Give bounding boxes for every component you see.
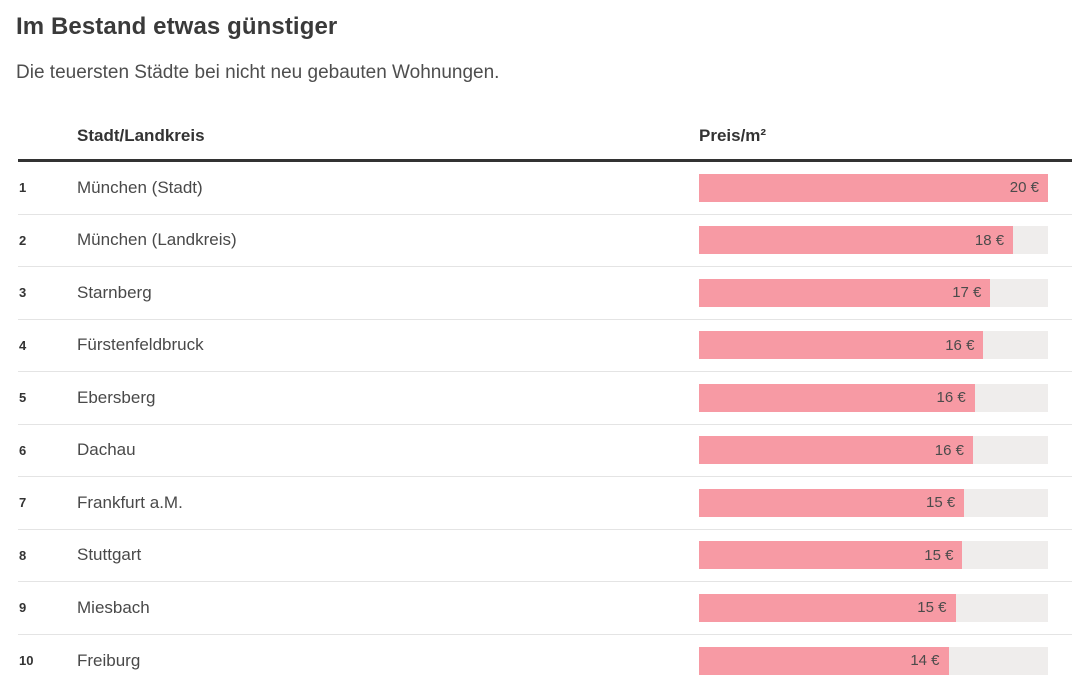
bar-track: 14 € bbox=[699, 646, 1048, 675]
city-column-header: Stadt/Landkreis bbox=[77, 126, 205, 145]
price-bar: 16 € bbox=[699, 331, 984, 360]
table-row: 3 Starnberg 17 € bbox=[18, 267, 1072, 320]
table-row: 6 Dachau 16 € bbox=[18, 425, 1072, 477]
bar-cell: 16 € bbox=[699, 331, 1072, 360]
bar-cell: 15 € bbox=[699, 593, 1072, 622]
city-label: Ebersberg bbox=[77, 387, 156, 407]
bar-track: 20 € bbox=[699, 173, 1048, 202]
price-label: 15 € bbox=[924, 546, 954, 564]
bar-track: 16 € bbox=[699, 383, 1048, 412]
bar-track: 15 € bbox=[699, 593, 1048, 622]
price-bar: 18 € bbox=[699, 226, 1014, 255]
bar-track: 16 € bbox=[699, 331, 1048, 360]
price-bar: 14 € bbox=[699, 646, 949, 675]
rank-label: 1 bbox=[19, 180, 27, 196]
city-label: München (Stadt) bbox=[77, 177, 203, 197]
price-bar: 16 € bbox=[699, 436, 973, 465]
table-header-row: Stadt/Landkreis Preis/m² bbox=[18, 86, 1072, 162]
table-row: 10 Freiburg 14 € bbox=[18, 635, 1072, 688]
city-label: Starnberg bbox=[77, 282, 152, 302]
price-label: 16 € bbox=[936, 389, 966, 407]
bar-cell: 18 € bbox=[699, 226, 1072, 255]
city-label: Dachau bbox=[77, 440, 136, 460]
rank-label: 8 bbox=[19, 547, 27, 563]
rank-label: 7 bbox=[19, 495, 27, 511]
price-label: 15 € bbox=[926, 494, 956, 512]
price-bar: 15 € bbox=[699, 593, 956, 622]
price-bar: 15 € bbox=[699, 488, 965, 517]
bar-cell: 16 € bbox=[699, 383, 1072, 412]
table-row: 4 Fürstenfeldbruck 16 € bbox=[18, 320, 1072, 372]
price-bar: 17 € bbox=[699, 278, 991, 307]
price-label: 15 € bbox=[917, 599, 947, 617]
bar-track: 15 € bbox=[699, 541, 1048, 570]
city-label: München (Landkreis) bbox=[77, 230, 237, 250]
bar-track: 17 € bbox=[699, 278, 1048, 307]
table-row: 8 Stuttgart 15 € bbox=[18, 530, 1072, 582]
bar-cell: 14 € bbox=[699, 646, 1072, 675]
bar-track: 15 € bbox=[699, 488, 1048, 517]
rank-label: 9 bbox=[19, 600, 27, 616]
rank-label: 3 bbox=[19, 285, 27, 301]
city-label: Frankfurt a.M. bbox=[77, 492, 183, 512]
bar-cell: 17 € bbox=[699, 278, 1072, 307]
city-label: Fürstenfeldbruck bbox=[77, 335, 204, 355]
price-label: 16 € bbox=[934, 441, 964, 459]
city-label: Stuttgart bbox=[77, 545, 142, 565]
table-row: 5 Ebersberg 16 € bbox=[18, 372, 1072, 425]
price-label: 17 € bbox=[952, 284, 982, 302]
bar-cell: 15 € bbox=[699, 488, 1072, 517]
price-bar: 16 € bbox=[699, 383, 975, 412]
chart-title: Im Bestand etwas günstiger bbox=[16, 13, 338, 40]
ranking-table: Stadt/Landkreis Preis/m² 1 München (Stad… bbox=[18, 86, 1072, 687]
bar-track: 18 € bbox=[699, 226, 1048, 255]
table-row: 1 München (Stadt) 20 € bbox=[18, 162, 1072, 215]
rank-label: 4 bbox=[19, 337, 27, 353]
bar-track: 16 € bbox=[699, 436, 1048, 465]
table-row: 7 Frankfurt a.M. 15 € bbox=[18, 477, 1072, 530]
rank-label: 2 bbox=[19, 232, 27, 248]
rank-label: 10 bbox=[19, 653, 34, 669]
city-label: Miesbach bbox=[77, 597, 150, 617]
price-column-header: Preis/m² bbox=[699, 126, 767, 145]
city-label: Freiburg bbox=[77, 650, 141, 670]
table-body: 1 München (Stadt) 20 € 2 München (Landkr… bbox=[18, 162, 1072, 687]
rank-label: 5 bbox=[19, 390, 27, 406]
price-label: 18 € bbox=[974, 231, 1005, 249]
bar-cell: 20 € bbox=[699, 173, 1072, 202]
price-label: 20 € bbox=[1009, 179, 1039, 197]
rank-label: 6 bbox=[19, 442, 27, 458]
price-label: 16 € bbox=[945, 336, 975, 354]
table-row: 9 Miesbach 15 € bbox=[18, 582, 1072, 635]
price-bar: 20 € bbox=[699, 173, 1048, 202]
bar-cell: 16 € bbox=[699, 436, 1072, 465]
price-bar: 15 € bbox=[699, 541, 963, 570]
chart-subtitle: Die teuersten Städte bei nicht neu gebau… bbox=[16, 62, 500, 83]
price-label: 14 € bbox=[910, 652, 940, 670]
table-row: 2 München (Landkreis) 18 € bbox=[18, 215, 1072, 267]
bar-cell: 15 € bbox=[699, 541, 1072, 570]
